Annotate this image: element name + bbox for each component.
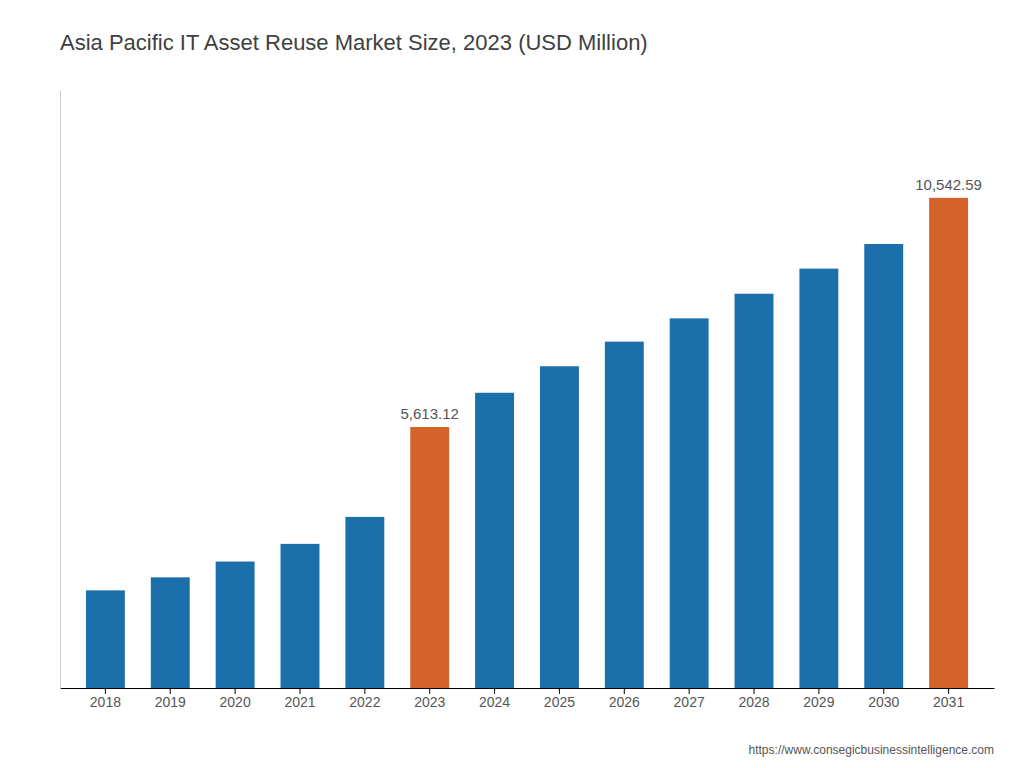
x-axis-line [61,688,995,689]
x-tick-label: 2029 [803,694,834,710]
plot: 2018 2019 2020 2021 2022 2023 2024 2025 2026 2027… [61,91,995,710]
x-tick-label: 2021 [284,694,315,710]
x-tick: 2027 [674,688,705,710]
x-tick: 2023 [414,688,445,710]
bar [670,318,709,688]
x-tick-label: 2028 [738,694,769,710]
x-tick: 2024 [479,688,510,710]
x-tick-label: 2018 [90,694,121,710]
x-tick: 2020 [220,688,251,710]
x-tick: 2029 [803,688,834,710]
bar [281,544,320,688]
x-tick-label: 2030 [868,694,899,710]
x-tick: 2031 [933,688,964,710]
bar [475,393,514,688]
bar [605,342,644,688]
x-tick-label: 2023 [414,694,445,710]
x-tick-label: 2031 [933,694,964,710]
x-tick: 2025 [544,688,575,710]
x-tick: 2018 [90,688,121,710]
data-label: 5,613.12 [401,405,459,422]
bar [864,244,903,688]
bars [86,198,968,688]
x-tick: 2028 [738,688,769,710]
bar [86,590,125,688]
x-tick-label: 2026 [609,694,640,710]
bar [929,198,968,688]
x-tick-label: 2024 [479,694,510,710]
bar [799,269,838,688]
bar [345,517,384,688]
x-tick-label: 2019 [155,694,186,710]
bar [540,366,579,688]
x-tick-label: 2022 [349,694,380,710]
x-tick-label: 2020 [220,694,251,710]
annotation: https://www.consegicbusinessintelligence… [749,743,994,757]
x-tick: 2022 [349,688,380,710]
bar [151,577,190,688]
x-tick: 2019 [155,688,186,710]
bar [735,294,774,688]
bar [410,427,449,688]
chart: 2018 2019 2020 2021 2022 2023 2024 2025 2026 2027… [0,0,1024,768]
x-tick: 2021 [284,688,315,710]
x-tick-label: 2025 [544,694,575,710]
x-tick-label: 2027 [674,694,705,710]
x-axis: 2018 2019 2020 2021 2022 2023 2024 2025 2026 2027… [61,688,995,710]
data-label: 10,542.59 [915,176,982,193]
x-tick: 2026 [609,688,640,710]
bar [216,562,255,688]
x-tick: 2030 [868,688,899,710]
y-axis [60,91,61,689]
data-labels: 5,613.12 10,542.59 [401,176,982,422]
y-axis-line [60,91,61,689]
title: Asia Pacific IT Asset Reuse Market Size,… [60,30,648,55]
